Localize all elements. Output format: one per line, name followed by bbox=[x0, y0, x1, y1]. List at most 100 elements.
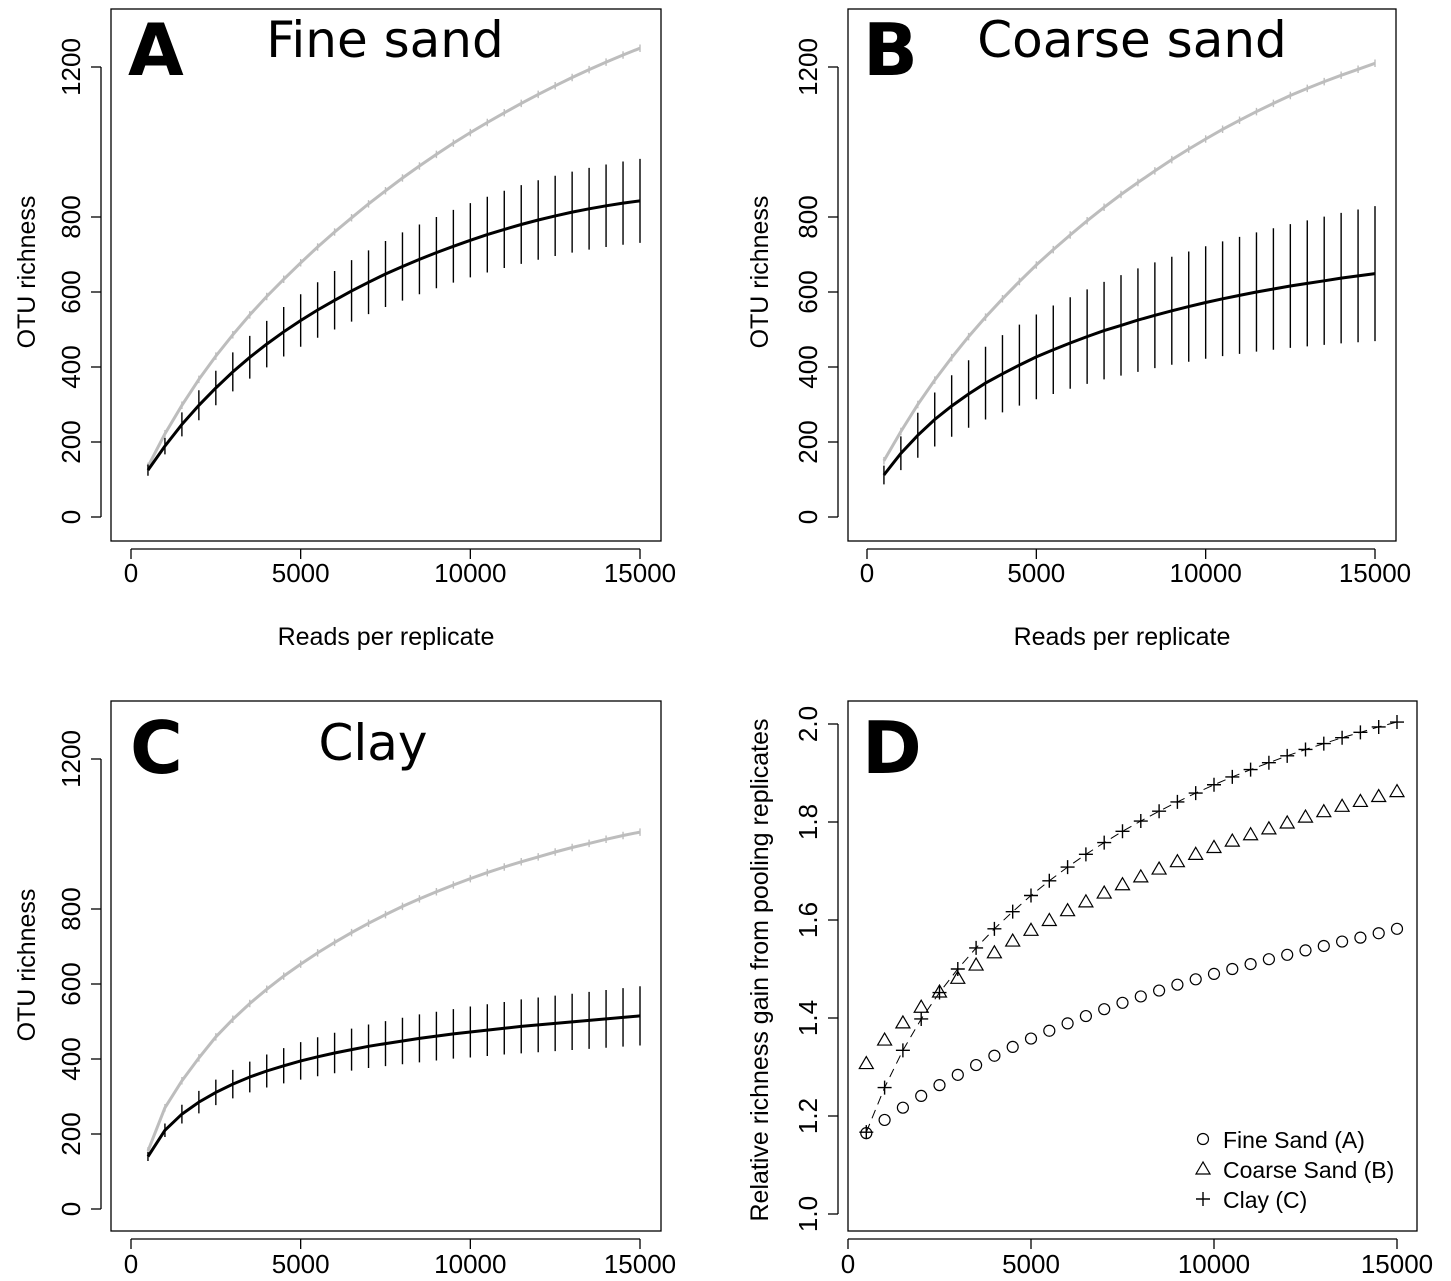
data-point-triangle bbox=[949, 970, 966, 984]
data-point-circle bbox=[896, 1101, 910, 1114]
panel-c: 0 5000 10000 15000 0 200 400 600 800 1200 OTU rich… bbox=[13, 700, 676, 1279]
data-point-circle bbox=[1390, 922, 1404, 935]
data-point-circle bbox=[1189, 973, 1202, 986]
y-tick-label: 200 bbox=[793, 420, 823, 463]
y-tick-label: 800 bbox=[56, 887, 86, 930]
panel-letter: C bbox=[130, 706, 183, 790]
panel-letter: B bbox=[863, 8, 918, 92]
data-point-plus bbox=[1243, 762, 1258, 777]
series-line bbox=[146, 1014, 641, 1158]
data-point-triangle bbox=[1242, 826, 1259, 841]
x-axis-label: Reads per replicate bbox=[278, 623, 495, 651]
x-tick-label: 10000 bbox=[1170, 558, 1242, 588]
data-point-plus bbox=[1024, 888, 1038, 903]
data-point-circle bbox=[1006, 1040, 1019, 1054]
data-point-circle bbox=[988, 1049, 1001, 1062]
data-point-circle bbox=[1043, 1024, 1056, 1037]
data-point-plus bbox=[1170, 794, 1185, 809]
data-point-circle bbox=[1116, 996, 1129, 1009]
x-tick-label: 0 bbox=[124, 558, 138, 588]
series-line bbox=[146, 199, 641, 471]
panel-b: 0 5000 10000 15000 Reads per replicate 0 200 40… bbox=[746, 8, 1411, 651]
data-point-circle bbox=[1281, 948, 1294, 961]
y-tick-label: 200 bbox=[56, 420, 86, 463]
data-point-circle bbox=[1299, 944, 1312, 957]
data-point-circle bbox=[1207, 967, 1221, 981]
y-tick-label: 800 bbox=[793, 195, 823, 238]
x-tick-label: 0 bbox=[124, 1249, 138, 1279]
y-tick-label: 400 bbox=[56, 1037, 86, 1080]
data-point-circle bbox=[915, 1089, 928, 1103]
data-point-circle bbox=[1061, 1017, 1074, 1030]
series-triangle bbox=[858, 783, 1406, 1070]
legend-marker-circle bbox=[1196, 1132, 1210, 1146]
data-point-triangle bbox=[1334, 798, 1351, 812]
series-line bbox=[882, 61, 1376, 462]
data-point-triangle bbox=[1260, 820, 1277, 835]
data-point-plus bbox=[987, 921, 1002, 936]
data-point-circle bbox=[933, 1079, 946, 1092]
data-point-circle bbox=[1262, 953, 1276, 966]
data-point-plus bbox=[1316, 736, 1331, 751]
y-tick-label: 400 bbox=[793, 345, 823, 388]
x-tick-label: 5000 bbox=[272, 1249, 330, 1279]
plot-frame bbox=[110, 8, 662, 542]
series-line bbox=[882, 272, 1376, 476]
panel-title: Clay bbox=[318, 714, 427, 772]
x-tick-label: 5000 bbox=[1002, 1249, 1060, 1279]
y-tick-label: 800 bbox=[56, 195, 86, 238]
data-point-triangle bbox=[1388, 783, 1406, 798]
x-axis-label: Reads per replicate bbox=[1014, 623, 1231, 651]
data-point-triangle bbox=[858, 1055, 875, 1070]
data-point-plus bbox=[1390, 715, 1404, 730]
series-line-clay bbox=[865, 721, 1398, 1133]
series-single bbox=[146, 986, 641, 1161]
data-point-plus bbox=[1225, 769, 1240, 784]
data-point-plus bbox=[1078, 847, 1093, 862]
data-point-triangle bbox=[986, 944, 1003, 959]
data-point-triangle bbox=[1370, 788, 1387, 803]
data-point-circle bbox=[1024, 1032, 1038, 1045]
data-point-triangle bbox=[894, 1014, 911, 1029]
y-tick-label: 2.0 bbox=[793, 706, 823, 742]
data-point-circle bbox=[1098, 1003, 1111, 1016]
x-tick-label: 15000 bbox=[1361, 1249, 1433, 1279]
series-line bbox=[146, 46, 641, 468]
y-tick-label: 0 bbox=[793, 510, 823, 524]
data-point-plus bbox=[1097, 835, 1112, 850]
data-point-plus bbox=[1152, 804, 1167, 819]
data-point-plus bbox=[1280, 748, 1295, 763]
series-circle bbox=[860, 922, 1404, 1140]
data-point-circle bbox=[1372, 927, 1385, 940]
data-point-triangle bbox=[1297, 808, 1314, 823]
series-pooled bbox=[146, 828, 641, 1155]
data-point-triangle bbox=[1352, 793, 1369, 808]
series-line bbox=[146, 830, 641, 1152]
y-tick-label: 600 bbox=[56, 270, 86, 313]
data-point-plus bbox=[1188, 786, 1203, 801]
x-tick-label: 15000 bbox=[604, 558, 676, 588]
data-point-circle bbox=[878, 1113, 891, 1127]
data-point-circle bbox=[1079, 1009, 1093, 1023]
plot-frame bbox=[847, 8, 1397, 542]
data-point-triangle bbox=[1132, 868, 1149, 883]
plot-frame bbox=[847, 700, 1418, 1232]
y-axis-label: OTU richness bbox=[746, 196, 774, 349]
y-axis-label: OTU richness bbox=[13, 889, 41, 1042]
panel-title: Coarse sand bbox=[977, 11, 1287, 69]
data-point-triangle bbox=[1205, 839, 1223, 854]
panel-letter: D bbox=[862, 706, 922, 790]
legend-label: Fine Sand (A) bbox=[1223, 1127, 1365, 1153]
y-tick-label: 1.4 bbox=[793, 1000, 823, 1036]
legend-label: Coarse Sand (B) bbox=[1223, 1157, 1394, 1183]
x-tick-label: 5000 bbox=[272, 558, 330, 588]
y-tick-label: 600 bbox=[793, 270, 823, 313]
y-tick-label: 1.2 bbox=[793, 1098, 823, 1134]
y-axis-label: OTU richness bbox=[13, 196, 41, 349]
y-tick-label: 400 bbox=[56, 345, 86, 388]
x-tick-label: 15000 bbox=[1339, 558, 1411, 588]
panel-d: 0 5000 10000 15000 1.0 1.2 1.4 1.6 1.8 2.0 Relativ… bbox=[746, 700, 1433, 1279]
legend-marker-triangle bbox=[1194, 1160, 1212, 1175]
x-tick-label: 5000 bbox=[1007, 558, 1065, 588]
y-tick-label: 1.0 bbox=[793, 1196, 823, 1232]
